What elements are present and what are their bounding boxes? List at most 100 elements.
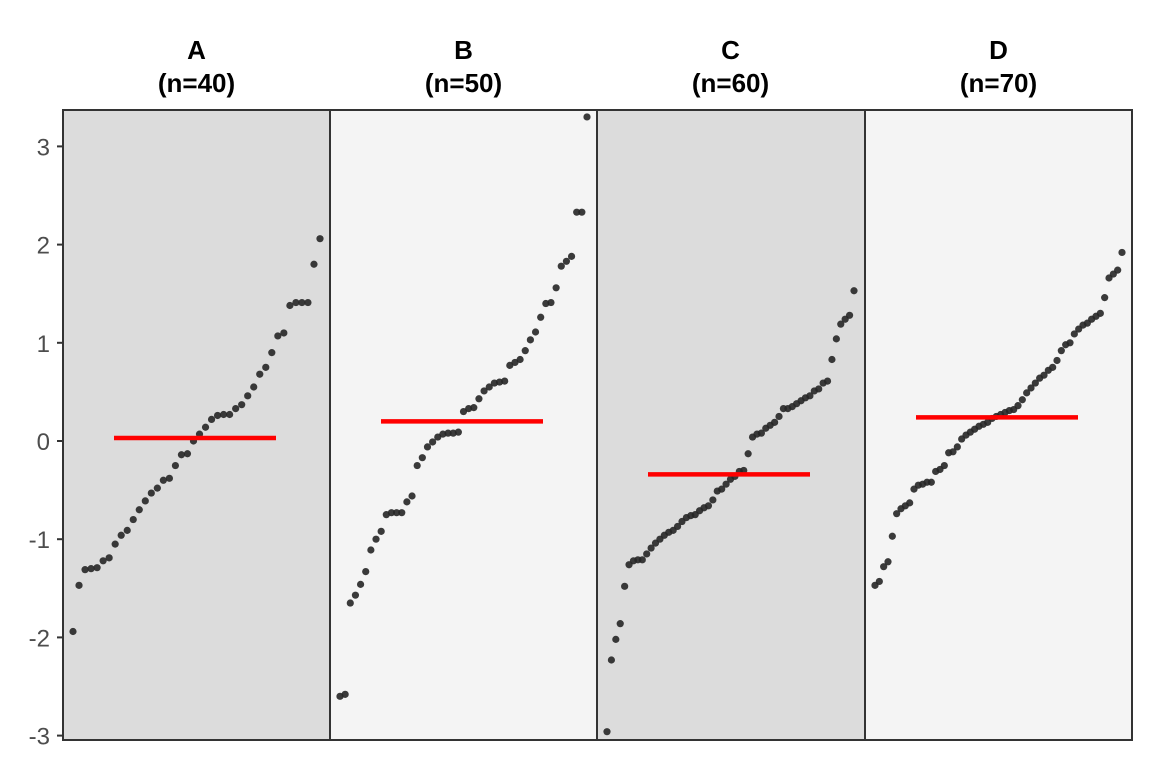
data-point	[832, 335, 840, 343]
data-point	[744, 450, 752, 458]
data-point	[562, 257, 571, 265]
data-point	[398, 509, 406, 517]
data-point	[470, 404, 478, 412]
data-point	[828, 355, 836, 364]
data-point	[775, 412, 783, 421]
data-point	[475, 395, 483, 403]
facet-title: D	[989, 35, 1008, 65]
data-point	[567, 252, 576, 260]
data-point	[1018, 396, 1026, 404]
data-point	[298, 298, 306, 307]
facet-panel-b: B(n=50)	[330, 35, 597, 740]
data-point	[238, 401, 246, 409]
facet-panel-a: A(n=40)	[63, 35, 330, 740]
data-point	[1066, 339, 1074, 347]
data-point	[393, 509, 401, 517]
data-point	[1049, 363, 1057, 371]
data-point	[722, 480, 730, 488]
data-point	[377, 527, 385, 535]
data-point	[274, 332, 282, 340]
data-point	[884, 558, 892, 566]
data-point	[226, 410, 234, 419]
data-point	[99, 557, 107, 565]
facet-panel-c: C(n=60)	[597, 35, 864, 740]
data-point	[93, 564, 101, 572]
data-point	[147, 489, 155, 497]
data-point	[552, 284, 560, 292]
data-point	[647, 544, 655, 552]
data-point	[1023, 389, 1031, 397]
data-point	[880, 563, 888, 571]
data-point	[232, 404, 240, 413]
data-point	[183, 450, 192, 458]
data-point	[316, 235, 324, 243]
data-point	[1040, 371, 1048, 379]
data-point	[367, 546, 375, 554]
data-point	[638, 556, 646, 564]
data-point	[845, 311, 854, 319]
data-point	[351, 591, 360, 599]
data-point	[953, 443, 961, 451]
data-point	[837, 320, 845, 328]
data-point	[806, 392, 814, 400]
data-point	[480, 387, 488, 395]
y-tick-label: 1	[37, 331, 50, 358]
data-point	[501, 377, 509, 385]
facet-count-label: (n=60)	[692, 68, 769, 98]
data-point	[521, 347, 529, 355]
data-point	[262, 363, 270, 371]
data-point	[643, 550, 651, 558]
data-point	[341, 690, 349, 698]
facet-title: B	[454, 35, 473, 65]
data-point	[757, 429, 765, 437]
y-tick-label: -2	[29, 625, 50, 652]
data-point	[547, 298, 555, 307]
data-point	[123, 526, 131, 534]
facet-panel-d: D(n=70)	[865, 35, 1132, 740]
y-axis: -3 -2 -1 0 1 2 3	[29, 134, 63, 751]
data-point	[578, 208, 586, 216]
data-point	[906, 499, 914, 507]
data-point	[81, 566, 89, 574]
data-point	[927, 478, 935, 486]
facet-count-label: (n=70)	[960, 68, 1037, 98]
data-point	[165, 474, 173, 482]
data-point	[621, 582, 629, 590]
data-point	[250, 383, 258, 391]
data-point	[888, 532, 896, 540]
data-point	[616, 620, 624, 628]
data-point	[256, 370, 264, 378]
data-point	[771, 418, 779, 426]
data-point	[573, 208, 581, 216]
data-point	[387, 509, 396, 517]
panel-background	[63, 110, 330, 740]
data-point	[244, 392, 252, 400]
data-point	[526, 336, 534, 344]
data-point	[418, 454, 426, 462]
data-point	[346, 599, 354, 607]
data-point	[310, 260, 318, 268]
data-point	[141, 497, 149, 505]
data-point	[875, 577, 883, 586]
data-point	[1057, 347, 1065, 355]
data-point	[1070, 330, 1078, 338]
data-point	[159, 476, 167, 484]
data-point	[1096, 309, 1104, 317]
data-point	[304, 298, 312, 307]
data-point	[286, 301, 294, 310]
data-point	[413, 461, 421, 470]
data-point	[87, 565, 95, 573]
data-point	[153, 484, 161, 492]
data-point	[207, 415, 216, 423]
data-point	[673, 522, 682, 531]
data-point	[603, 728, 611, 736]
data-point	[1053, 356, 1061, 365]
data-point	[362, 568, 370, 576]
facet-count-label: (n=50)	[425, 68, 502, 98]
data-point	[201, 423, 210, 431]
data-point	[444, 429, 452, 437]
data-point	[117, 531, 125, 539]
data-point	[1114, 266, 1122, 274]
panel-background	[865, 110, 1132, 740]
